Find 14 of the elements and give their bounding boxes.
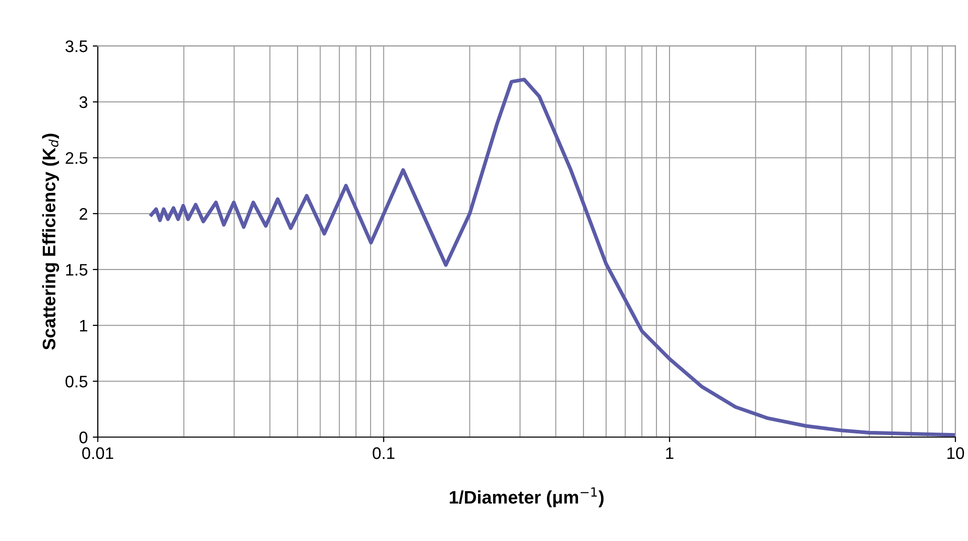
x-axis-title: 1/Diameter (μm$^{−1}$) [450,487,604,508]
y-tick-label: 1 [80,320,88,332]
y-tick-label: 0.5 [66,376,88,388]
y-tick-label: 2 [80,208,88,220]
y-tick-label: 3 [79,96,88,108]
x-tick-label: 0.1 [372,447,394,460]
y-tick-label: 2.5 [66,152,88,164]
y-axis-title: Scattering Efficiency (K$_{d}$) [42,134,60,350]
y-tick-label: 0 [79,432,88,444]
x-tick-label: 1 [666,447,674,459]
x-tick-label: 10 [947,447,964,460]
x-tick-label: 0.01 [82,447,114,460]
y-tick-label: 1.5 [66,264,88,276]
y-tick-label: 3.5 [66,40,88,52]
